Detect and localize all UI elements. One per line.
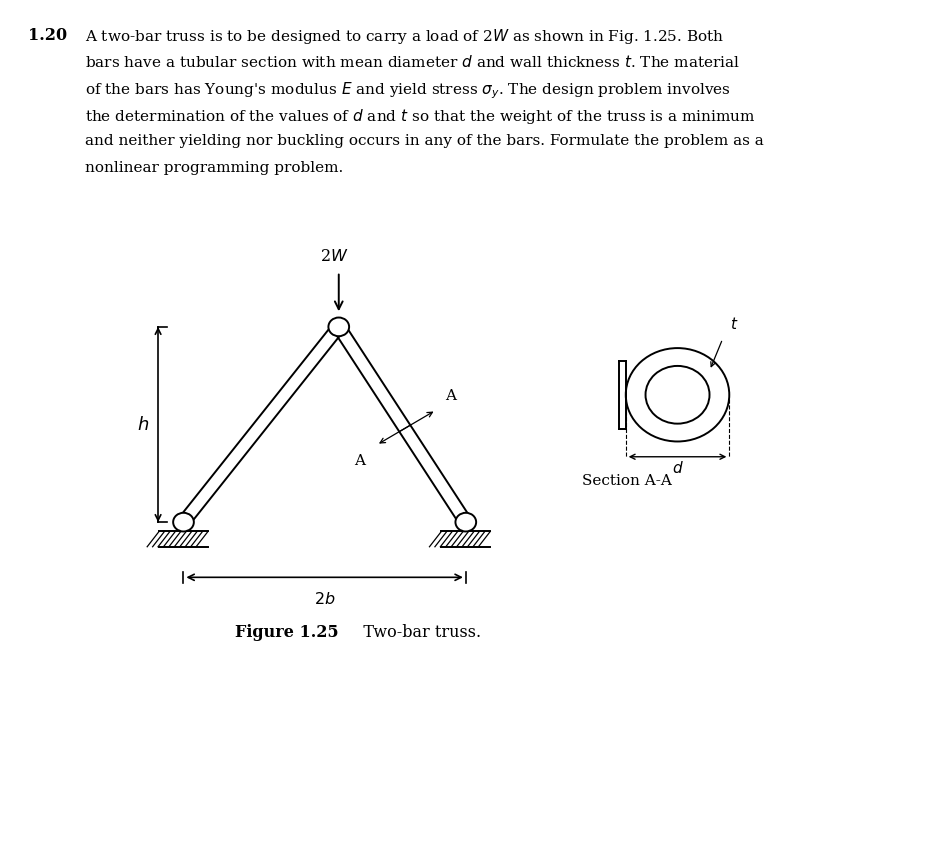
Text: the determination of the values of $d$ and $t$ so that the weight of the truss i: the determination of the values of $d$ a… — [85, 108, 756, 127]
Text: A: A — [445, 390, 456, 403]
Text: A: A — [354, 453, 365, 468]
Text: $2b$: $2b$ — [314, 591, 335, 608]
Text: of the bars has Young's modulus $E$ and yield stress $\sigma_y$. The design prob: of the bars has Young's modulus $E$ and … — [85, 81, 730, 101]
Circle shape — [173, 513, 194, 531]
Text: 1.20: 1.20 — [28, 27, 68, 44]
Text: nonlinear programming problem.: nonlinear programming problem. — [85, 161, 343, 175]
Circle shape — [328, 318, 349, 336]
Text: bars have a tubular section with mean diameter $d$ and wall thickness $t$. The m: bars have a tubular section with mean di… — [85, 54, 740, 70]
Text: and neither yielding nor buckling occurs in any of the bars. Formulate the probl: and neither yielding nor buckling occurs… — [85, 134, 763, 148]
Circle shape — [455, 513, 476, 531]
Text: Two-bar truss.: Two-bar truss. — [348, 624, 481, 641]
Text: A two-bar truss is to be designed to carry a load of 2$W$ as shown in Fig. 1.25.: A two-bar truss is to be designed to car… — [85, 27, 724, 46]
Text: $d$: $d$ — [672, 460, 683, 476]
Text: $t$: $t$ — [730, 316, 739, 332]
Text: Figure 1.25: Figure 1.25 — [235, 624, 339, 641]
Text: Section A-A: Section A-A — [582, 474, 672, 487]
Text: $h$: $h$ — [137, 415, 149, 434]
Text: 2$W$: 2$W$ — [320, 248, 348, 265]
